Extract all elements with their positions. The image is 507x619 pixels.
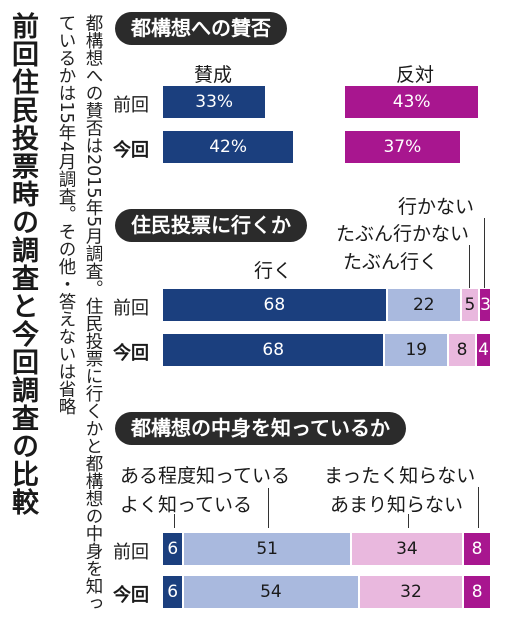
chart3-leader-not-at-all (478, 487, 479, 528)
chart2-bar-not-go-previous: 3 (480, 289, 491, 321)
chart1-legend-support: 賛成 (194, 64, 233, 86)
chart2-bar-not-go-current: 4 (477, 334, 490, 366)
chart3-legend-somewhat: ある程度知っている (120, 465, 291, 487)
chart3-bar-not-much-current: 32 (359, 576, 463, 608)
chart2-row-label-previous: 前回 (113, 298, 149, 319)
chart3-title: 都構想の中身を知っているか (115, 412, 406, 445)
chart2-leader-probably-not-go (469, 245, 470, 288)
chart3-leader-well (174, 514, 175, 528)
chart3-bar-somewhat-current: 54 (184, 576, 358, 608)
chart2-bar-probably-go-current: 19 (385, 334, 448, 366)
chart2-legend-go: 行く (254, 260, 293, 282)
chart2-legend-not-go: 行かない (398, 196, 475, 218)
chart1-bar-support-previous: 33% (163, 86, 266, 118)
chart3-row-label-current: 今回 (113, 585, 149, 606)
chart3-bar-not-at-all-previous: 8 (464, 533, 490, 565)
chart3-bar-well-current: 6 (163, 576, 183, 608)
chart2-bar-go-current: 68 (163, 334, 384, 366)
chart2-legend-probably-go: たぶん行く (343, 251, 439, 273)
chart3-leader-not-much (408, 514, 409, 528)
chart3-bar-well-previous: 6 (163, 533, 183, 565)
chart2-leader-not-go (484, 218, 485, 288)
survey-note: 都構想への賛否は2015年5月調査。住民投票に行くかと都構想の中身を知っているか… (56, 14, 103, 613)
chart2-row-label-current: 今回 (113, 343, 149, 364)
chart1-bar-oppose-previous: 43% (345, 86, 479, 118)
chart1-bar-support-current: 42% (163, 131, 294, 163)
chart2-title: 住民投票に行くか (115, 209, 307, 242)
chart3-legend-well: よく知っている (120, 494, 253, 516)
chart3-row-label-previous: 前回 (113, 542, 149, 563)
chart3-leader-somewhat (268, 488, 269, 528)
chart1-row-label-current: 今回 (113, 140, 149, 161)
chart3-bar-not-much-previous: 34 (351, 533, 463, 565)
chart2-bar-go-previous: 68 (163, 289, 386, 321)
chart2-bar-probably-not-go-previous: 5 (461, 289, 479, 321)
chart3-legend-not-at-all: まったく知らない (324, 465, 476, 487)
page-title: 前回住民投票時の調査と今回調査の比較 (7, 12, 38, 516)
chart2-bar-probably-not-go-current: 8 (449, 334, 476, 366)
chart3-legend-not-much: あまり知らない (330, 494, 464, 516)
chart1-bar-oppose-current: 37% (345, 131, 460, 163)
chart1-title: 都構想への賛否 (115, 12, 287, 45)
chart3-bar-somewhat-previous: 51 (184, 533, 350, 565)
chart3-bar-not-at-all-current: 8 (464, 576, 490, 608)
chart2-legend-probably-not-go: たぶん行かない (336, 223, 470, 245)
chart1-row-label-previous: 前回 (113, 95, 149, 116)
chart1-legend-oppose: 反対 (396, 64, 435, 86)
chart2-bar-probably-go-previous: 22 (387, 289, 460, 321)
